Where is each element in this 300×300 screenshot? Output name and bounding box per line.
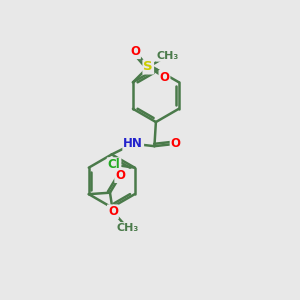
- Text: CH₃: CH₃: [156, 51, 178, 61]
- Text: O: O: [130, 45, 140, 58]
- Text: O: O: [108, 205, 118, 218]
- Text: O: O: [115, 169, 125, 182]
- Text: HN: HN: [123, 137, 143, 150]
- Text: CH₃: CH₃: [116, 223, 139, 233]
- Text: Cl: Cl: [108, 158, 120, 171]
- Text: O: O: [171, 137, 181, 150]
- Text: O: O: [159, 71, 170, 84]
- Text: S: S: [143, 61, 153, 74]
